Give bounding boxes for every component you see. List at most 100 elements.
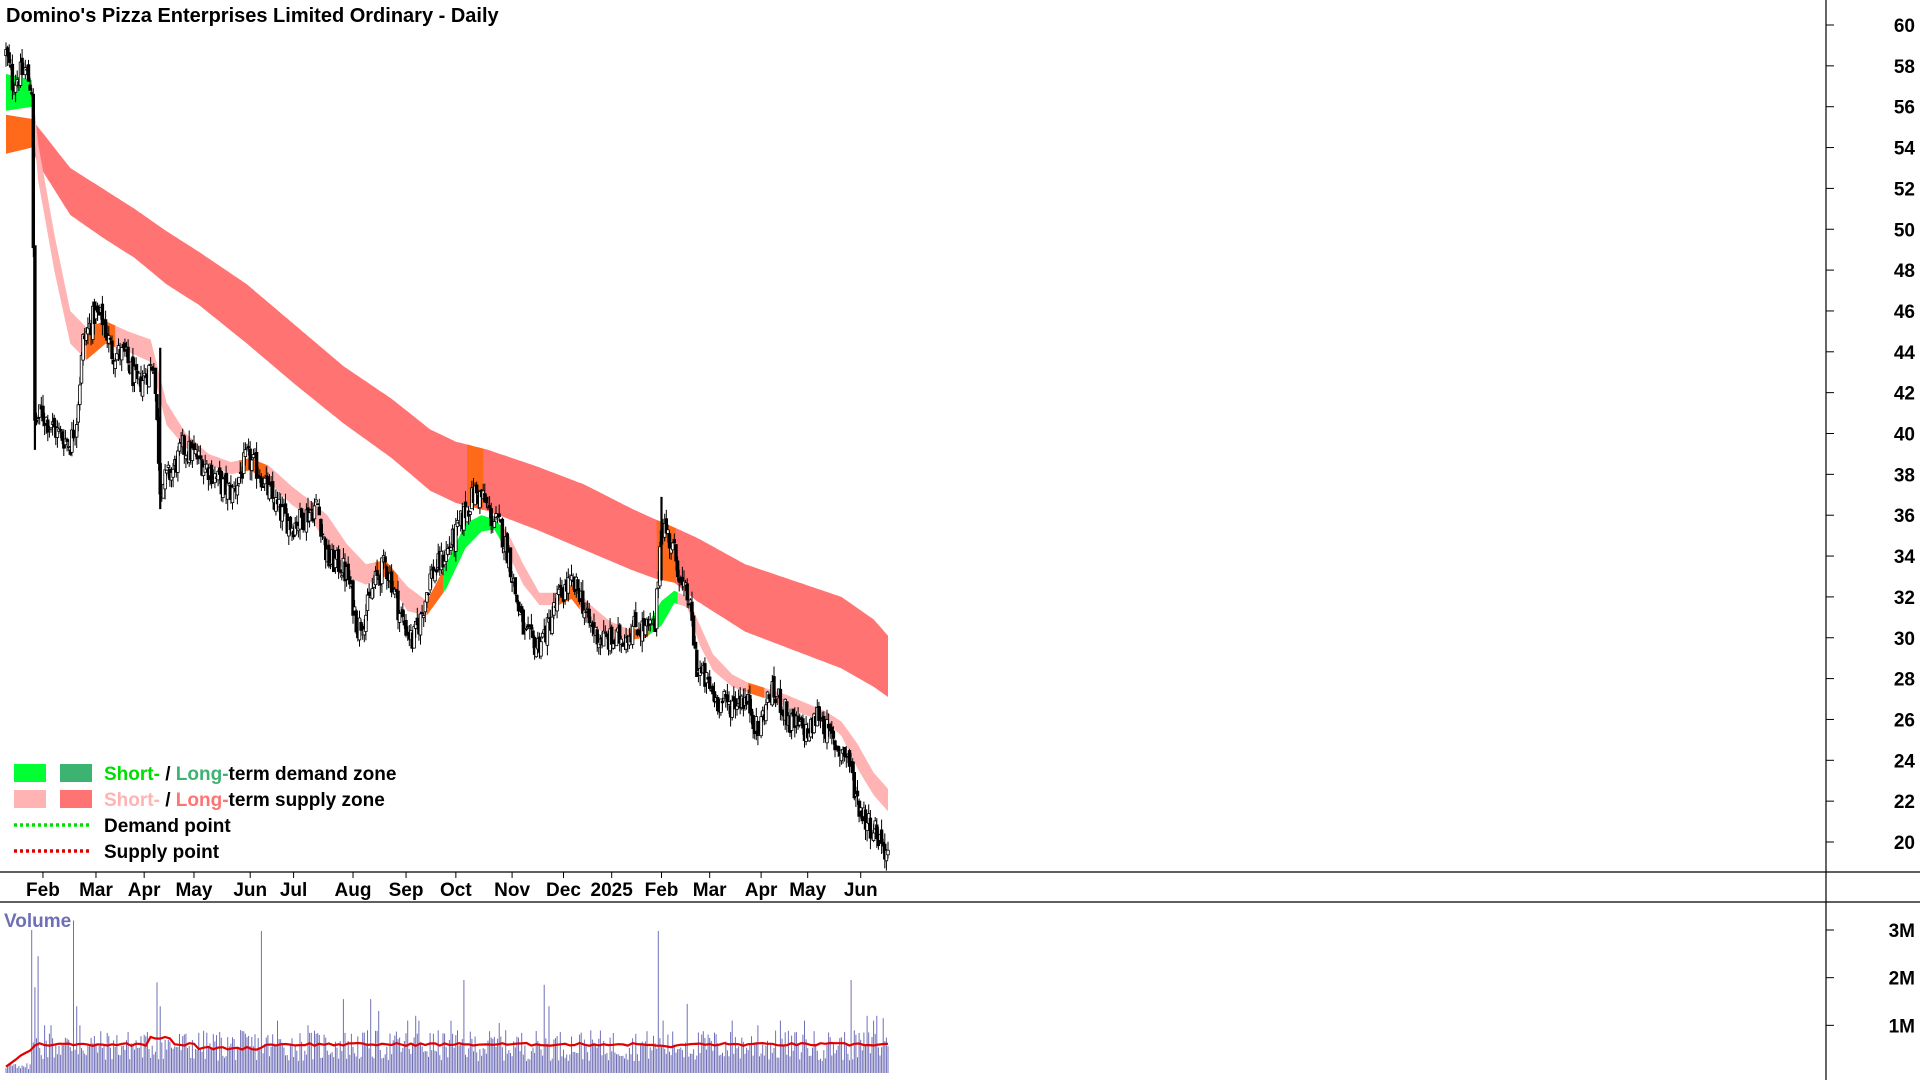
price-candle: [147, 363, 151, 388]
volume-moving-average: [5, 1035, 889, 1068]
price-y-tick-label: 28: [1894, 670, 1915, 691]
x-tick-label: Aug: [335, 880, 372, 901]
volume-y-tick-label: 1M: [1889, 1016, 1915, 1037]
chart-title: Domino's Pizza Enterprises Limited Ordin…: [6, 5, 500, 27]
price-candle: [110, 335, 114, 365]
price-candle: [182, 434, 186, 464]
price-candle: [655, 588, 659, 637]
legend-item: Supply point: [14, 842, 220, 863]
legend-swatch-short: [14, 790, 46, 808]
price-candle: [691, 611, 696, 646]
price-candle: [725, 683, 730, 711]
price-candle: [421, 612, 426, 627]
legend-label: Short- / Long-term supply zone: [104, 790, 385, 811]
price-candle: [120, 347, 124, 372]
price-y-tick-label: 42: [1894, 384, 1915, 405]
price-candle: [865, 821, 869, 842]
price-y-tick-label: 22: [1894, 792, 1915, 813]
price-y-tick-label: 38: [1894, 465, 1915, 486]
price-y-tick-label: 48: [1894, 261, 1915, 282]
price-candle: [52, 414, 56, 428]
price-candle: [733, 691, 738, 719]
x-tick-label: Jun: [233, 880, 267, 901]
price-y-tick-label: 24: [1894, 751, 1916, 772]
price-candle: [497, 504, 501, 522]
price-candle: [262, 477, 267, 491]
x-tick-label: Jun: [844, 880, 878, 901]
legend: Short- / Long-term demand zone Short- / L…: [6, 758, 406, 866]
long-term-supply-band: [6, 114, 888, 697]
legend-swatch-short: [14, 764, 46, 782]
x-tick-label: Feb: [26, 880, 60, 901]
x-tick-label: Mar: [79, 880, 113, 901]
price-candle: [100, 295, 105, 336]
price-candle: [148, 357, 153, 366]
price-y-tick-label: 60: [1894, 16, 1915, 37]
price-candle: [886, 841, 890, 859]
price-candle: [155, 394, 159, 422]
price-candle: [708, 670, 712, 691]
price-candle: [500, 517, 505, 554]
price-candle: [367, 583, 371, 596]
price-candle: [351, 579, 355, 624]
price-candle: [772, 666, 776, 705]
price-candle: [446, 543, 450, 557]
price-candle: [704, 671, 709, 694]
price-candle: [855, 780, 860, 805]
price-candle: [675, 556, 680, 581]
x-tick-label: 2025: [591, 880, 634, 901]
price-candle: [842, 747, 847, 762]
price-candle: [426, 593, 431, 597]
x-tick-label: Mar: [693, 880, 727, 901]
x-tick-label: May: [789, 880, 826, 901]
price-candle: [521, 608, 525, 635]
price-y-tick-label: 54: [1894, 139, 1916, 160]
price-y-tick-label: 32: [1894, 588, 1915, 609]
price-y-tick-label: 50: [1894, 220, 1915, 241]
x-tick-label: Feb: [645, 880, 679, 901]
long-term-crossover-zone: [6, 114, 32, 154]
price-candle: [67, 439, 71, 451]
legend-swatch-long: [60, 764, 92, 782]
legend-item: Short- / Long-term supply zone: [14, 790, 385, 811]
price-candle: [685, 578, 689, 608]
price-y-tick-label: 36: [1894, 506, 1915, 527]
x-tick-label: Oct: [440, 880, 472, 901]
zone-highlights: [6, 74, 765, 698]
price-candle: [847, 748, 852, 773]
x-tick-label: Dec: [546, 880, 581, 901]
price-candle: [319, 518, 323, 543]
price-candle: [243, 442, 248, 466]
volume-y-tick-label: 3M: [1889, 921, 1915, 942]
price-candle: [317, 498, 321, 516]
price-candle: [113, 358, 117, 378]
price-candle: [176, 446, 180, 482]
price-candle: [401, 603, 405, 623]
price-candle: [756, 720, 760, 746]
short-term-crossover-zone: [748, 682, 765, 698]
legend-swatch-long: [60, 790, 92, 808]
price-y-tick-label: 34: [1894, 547, 1916, 568]
price-candle: [307, 512, 312, 528]
price-candle: [71, 419, 76, 442]
price-candle: [720, 697, 725, 712]
price-candle: [134, 357, 138, 372]
price-candle: [242, 442, 246, 474]
price-candle: [672, 533, 676, 544]
price-candle: [280, 496, 284, 531]
price-candle: [560, 579, 564, 598]
price-candle: [31, 88, 35, 258]
x-tick-label: Jul: [280, 880, 307, 901]
price-candle: [20, 49, 24, 79]
price-candle: [49, 427, 53, 433]
x-tick-label: Sep: [389, 880, 424, 901]
price-candle: [28, 77, 32, 91]
volume-title: Volume: [4, 911, 71, 932]
price-candle: [225, 473, 230, 511]
price-candle: [55, 420, 60, 448]
short-term-demand-zone: [648, 590, 678, 636]
x-tick-label: Nov: [494, 880, 530, 901]
price-candle: [314, 494, 318, 503]
price-y-tick-label: 52: [1894, 179, 1915, 200]
